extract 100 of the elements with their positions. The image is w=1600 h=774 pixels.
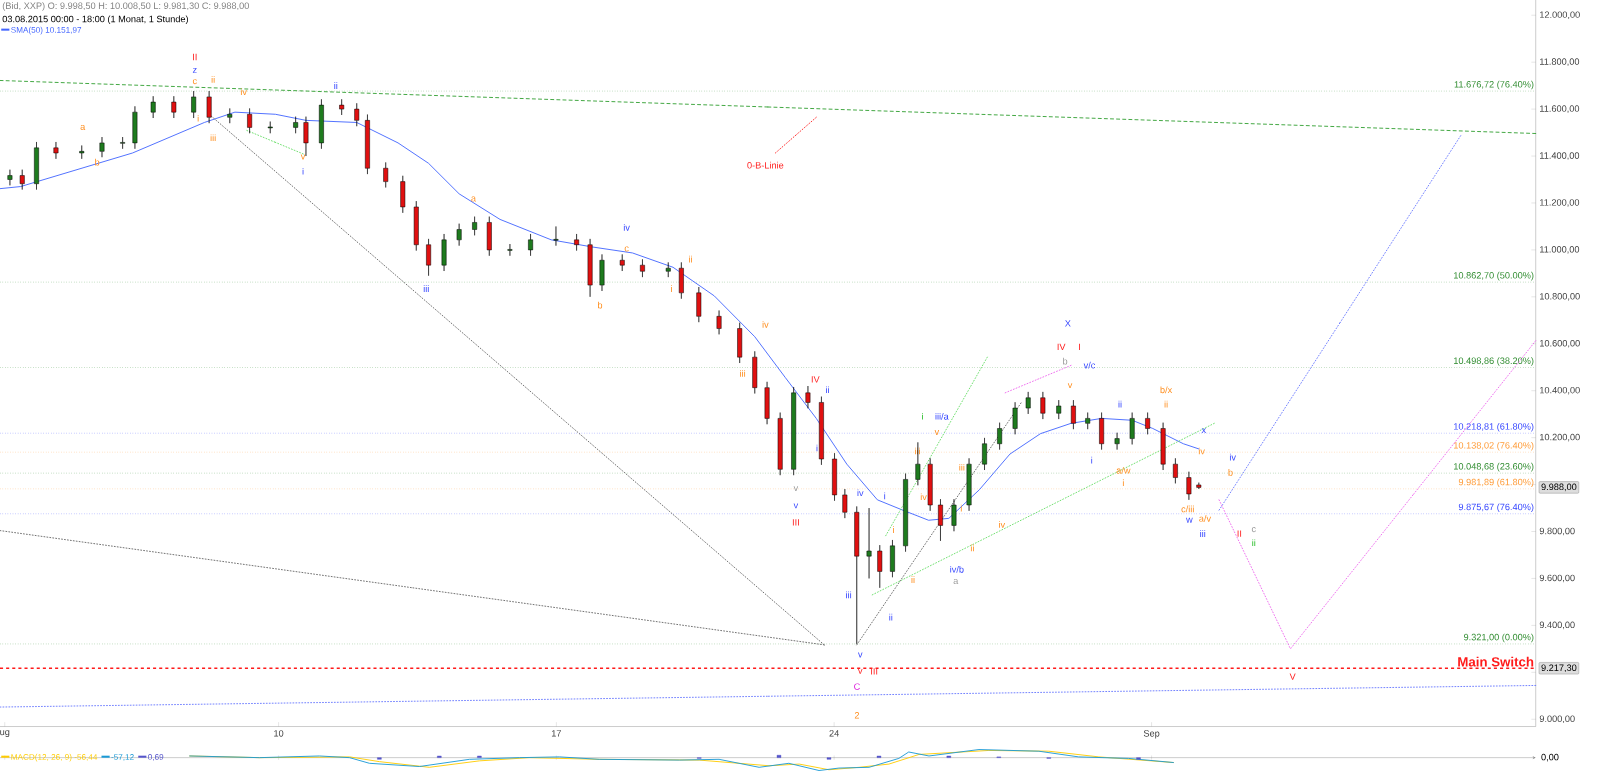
annotation: b xyxy=(1063,357,1068,365)
candlestick xyxy=(938,498,943,541)
annotation: I xyxy=(1079,343,1080,350)
annotation: a/w xyxy=(1116,466,1131,474)
y-tick-label: 10.400,00 xyxy=(1540,386,1580,395)
legend-label: -57,12 xyxy=(111,753,134,761)
annotation: i xyxy=(671,285,672,292)
annotation: X xyxy=(1064,319,1071,327)
annotation: 2 xyxy=(854,711,860,719)
candlestick xyxy=(818,396,824,465)
annotation: v xyxy=(793,485,799,491)
ref-line-label: 10.498,86 (38.20%) xyxy=(1454,356,1534,366)
annotation: v xyxy=(934,429,940,435)
annotation: iv xyxy=(1198,447,1205,455)
x-tick-label: Sep xyxy=(1143,729,1160,739)
candlestick xyxy=(1172,457,1178,484)
annotation: iv xyxy=(999,520,1006,528)
annotation: iii/a xyxy=(935,412,949,420)
candlestick xyxy=(832,452,837,501)
text: 9.988,00 xyxy=(1541,483,1577,491)
candlestick xyxy=(19,169,25,190)
annotation: ii xyxy=(970,544,974,552)
candlestick xyxy=(1012,401,1018,435)
ref-line-label: 9.875,67 (76.40%) xyxy=(1458,503,1534,512)
annotation: iii xyxy=(423,285,429,292)
annotation: III xyxy=(792,518,799,526)
annotation: x xyxy=(1201,427,1207,433)
annotation: i xyxy=(884,492,886,499)
candlestick xyxy=(507,243,513,256)
annotation: z xyxy=(192,67,197,73)
text: SMA(50) 10.151,97 xyxy=(11,26,82,35)
candlestick xyxy=(303,116,309,157)
annotation: 0-B-Linie xyxy=(747,161,784,169)
annotation: i xyxy=(816,444,818,452)
y-tick-label: 11.800,00 xyxy=(1540,58,1580,66)
y-tick-label: 11.400,00 xyxy=(1540,152,1580,160)
annotation: iv xyxy=(240,88,247,95)
annotation: i xyxy=(1122,479,1124,486)
x-tick-label: ug xyxy=(0,729,10,737)
candlestick xyxy=(486,216,492,256)
candlestick xyxy=(599,253,605,291)
annotation: c xyxy=(192,78,197,84)
candlestick xyxy=(191,90,197,119)
annotation: II xyxy=(193,53,197,60)
candlestick xyxy=(426,238,432,276)
candlestick xyxy=(1056,399,1062,420)
candlestick xyxy=(383,161,389,188)
annotation: iv xyxy=(857,489,864,496)
candlestick xyxy=(53,141,59,159)
candlestick xyxy=(752,350,758,394)
annotation: v xyxy=(793,503,799,509)
ref-line-label: 10.218,81 (61.80%) xyxy=(1454,422,1534,432)
annotation: II xyxy=(1237,530,1242,537)
candlestick xyxy=(777,412,783,476)
annotation: iii xyxy=(210,134,216,141)
annotation: b xyxy=(1228,468,1233,476)
annotation: iv/b xyxy=(950,565,964,573)
candlestick xyxy=(206,90,212,124)
candlestick xyxy=(365,114,370,175)
candlestick xyxy=(915,441,921,486)
candlestick xyxy=(7,169,13,186)
annotation: v/c xyxy=(1083,361,1096,369)
candlestick xyxy=(1196,482,1202,489)
y-tick-label: 9.000,00 xyxy=(1539,715,1575,723)
annotation: b xyxy=(95,158,100,166)
candlestick xyxy=(339,98,345,115)
candlestick xyxy=(456,223,462,246)
ref-line-label: 11.676,72 (76.40%) xyxy=(1454,80,1534,90)
candlestick xyxy=(34,141,39,190)
candlestick xyxy=(1025,391,1031,414)
legend-label: MACD(12, 26, 9) -56,44 xyxy=(11,753,98,762)
y-tick-label: 11.000,00 xyxy=(1540,245,1580,254)
annotation: c xyxy=(624,246,629,252)
text: 03.08.2015 00:00 - 18:00 (1 Monat, 1 Stunde) xyxy=(2,15,189,24)
candlestick xyxy=(966,457,972,511)
candlestick xyxy=(1114,432,1120,450)
candlestick xyxy=(400,175,406,213)
annotation: v xyxy=(1067,382,1073,388)
candlestick xyxy=(737,322,743,364)
candlestick xyxy=(1186,471,1192,500)
annotation: iv xyxy=(1229,453,1236,461)
ref-line-label: 10.138,02 (76.40%) xyxy=(1454,441,1534,451)
x-tick-label: 24 xyxy=(829,729,839,737)
annotation: iv xyxy=(623,223,630,231)
annotation: iii xyxy=(740,369,746,377)
annotation: V xyxy=(1289,673,1296,680)
annotation: iii xyxy=(846,591,852,598)
ref-line-label: 10.048,68 (23.60%) xyxy=(1454,462,1534,472)
chart-title: (Bid, XXP) O: 9.998,50 H: 10.008,50 L: 9.981,30 C: 9.988,00 xyxy=(2,1,249,11)
annotation: v xyxy=(858,668,863,674)
y-tick-label: 11.200,00 xyxy=(1540,198,1580,207)
candlestick xyxy=(665,261,671,278)
candlestick xyxy=(640,258,645,278)
candlestick xyxy=(171,95,177,119)
candlestick xyxy=(318,98,324,149)
candlestick xyxy=(854,505,860,644)
annotation: i xyxy=(302,167,304,175)
ref-line-label: 9.981,89 (61.80%) xyxy=(1458,478,1534,487)
candlestick xyxy=(1040,391,1046,420)
y-tick-label: 9.400,00 xyxy=(1539,621,1575,629)
